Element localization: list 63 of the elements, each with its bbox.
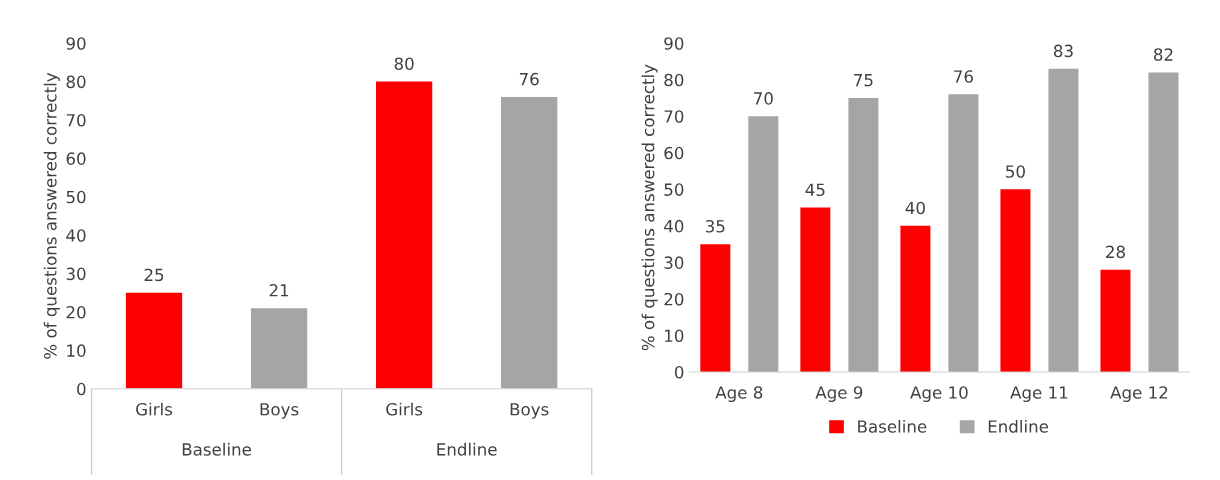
y-tick-label: 60 <box>664 146 684 160</box>
y-tick-label: 10 <box>665 329 684 343</box>
y-tick-label: 70 <box>66 113 86 127</box>
data-label: 83 <box>1053 44 1073 58</box>
bar <box>848 98 879 372</box>
data-label: 50 <box>1006 165 1025 178</box>
x-tick-label: Age 10 <box>910 386 968 403</box>
legend-label: Baseline <box>858 419 927 433</box>
y-tick-label: 70 <box>664 110 684 123</box>
bar <box>1148 72 1179 372</box>
legend-label: Endline <box>988 419 1049 433</box>
y-tick-label: 0 <box>77 382 86 396</box>
y-tick-label: 40 <box>66 229 86 242</box>
y-tick-label: 80 <box>66 75 86 89</box>
x-tick-label: Age 9 <box>815 386 863 403</box>
data-label: 25 <box>144 268 164 282</box>
text: Baseline <box>182 442 251 456</box>
y-tick-label: 50 <box>66 190 86 204</box>
bar <box>125 292 183 389</box>
bar <box>1100 269 1131 372</box>
data-label: 45 <box>805 183 825 197</box>
bar <box>900 225 931 372</box>
y-tick-label: 90 <box>664 37 684 50</box>
bar <box>375 81 433 389</box>
bar <box>501 96 558 389</box>
x-tick-label: Age 12 <box>1110 386 1168 403</box>
x-tick-label: Age 11 <box>1010 386 1068 403</box>
x-tick-label: Boys <box>510 403 549 419</box>
data-label: 80 <box>394 57 414 71</box>
data-label: 82 <box>1154 48 1173 61</box>
bar <box>1048 68 1079 372</box>
y-tick-label: 20 <box>664 292 684 306</box>
bar <box>1000 189 1031 372</box>
y-tick-label: 80 <box>664 73 684 87</box>
x-tick-label: Age 8 <box>715 386 763 403</box>
bar <box>748 116 779 372</box>
bar <box>800 207 831 372</box>
data-label: 21 <box>269 283 289 297</box>
bar <box>700 244 731 372</box>
text: Endline <box>437 442 497 456</box>
bar <box>948 94 979 372</box>
y-axis-title: % of questions answered correctly <box>43 72 60 359</box>
y-axis-title: % of questions answered correctly <box>641 64 658 351</box>
x-tick-label: Girls <box>386 402 423 416</box>
x-tick-label: Boys <box>260 403 299 419</box>
y-tick-label: 40 <box>664 219 684 233</box>
data-label: 75 <box>854 74 873 87</box>
y-tick-label: 90 <box>66 37 86 50</box>
y-tick-label: 60 <box>66 152 86 165</box>
y-tick-label: 50 <box>664 183 684 196</box>
y-tick-label: 30 <box>664 256 684 269</box>
data-label: 28 <box>1106 245 1125 259</box>
y-tick-label: 0 <box>674 365 684 379</box>
data-label: 76 <box>954 70 973 83</box>
data-label: 70 <box>754 92 773 105</box>
data-label: 40 <box>905 201 925 215</box>
data-label: 76 <box>519 72 539 86</box>
y-tick-label: 10 <box>67 344 86 357</box>
y-tick-label: 20 <box>66 305 86 319</box>
x-tick-label: Girls <box>136 402 173 416</box>
bar <box>250 308 308 389</box>
data-label: 35 <box>705 219 725 233</box>
y-tick-label: 30 <box>66 267 86 281</box>
